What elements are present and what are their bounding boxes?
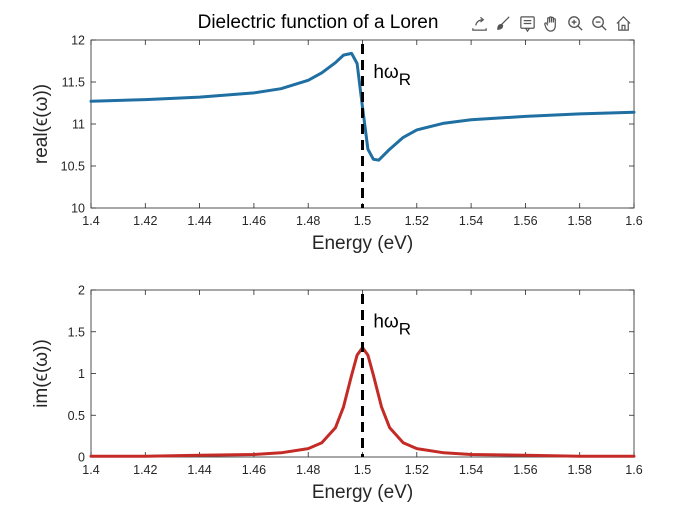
chart-1-xtick-label: 1.54 [459,214,483,228]
chart-2-ytick-label: 1 [78,367,85,381]
chart-1-xtick-label: 1.4 [82,214,99,228]
chart-2-xtick-label: 1.42 [133,463,157,477]
chart-2-xtick-label: 1.6 [625,463,642,477]
chart-2-xtick-label: 1.58 [568,463,592,477]
chart-1-xtick-label: 1.58 [568,214,592,228]
chart-1-ytick-label: 10.5 [61,160,85,174]
imag-part-axes: 1.4 1.42 1.44 1.46 1.48 1.5 1.52 1.54 1.56 1.58 1.… [31,284,643,504]
chart-1-xtick-label: 1.46 [242,214,266,228]
chart-1-xtick-label: 1.6 [625,214,642,228]
home-icon[interactable] [612,12,634,34]
chart-1-xtick-label: 1.52 [405,214,429,228]
chart-1-ytick-label: 10 [71,202,85,216]
chart-1-ylabel: real(ϵ(ω)) [31,84,52,164]
chart-2-ylabel: im(ϵ(ω)) [31,339,52,408]
figure-title: Dielectric function of a Loren [198,12,439,33]
chart-2-xtick-label: 1.54 [459,463,483,477]
chart-2-xtick-label: 1.56 [513,463,537,477]
chart-1-xtick-label: 1.56 [513,214,537,228]
chart-2-xlabel: Energy (eV) [312,482,413,503]
real-part-axes: 1.4 1.42 1.44 1.46 1.48 1.5 1.52 1.54 1.56 1.58 1.… [31,34,643,255]
chart-2-xtick-label: 1.4 [82,463,99,477]
chart-2-ytick-label: 2 [78,284,85,298]
chart-1-xtick-label: 1.42 [133,214,157,228]
datatip-icon[interactable] [516,12,538,34]
chart-2-xtick-label: 1.48 [296,463,320,477]
chart-2-ytick-label: 0.5 [68,409,85,423]
zoom-out-icon[interactable] [588,12,610,34]
chart-2-xtick-label: 1.46 [242,463,266,477]
chart-2-xtick-label: 1.44 [187,463,211,477]
chart-2-xtick-label: 1.5 [354,463,371,477]
pan-hand-icon[interactable] [540,12,562,34]
chart-2-ytick-label: 1.5 [68,325,85,339]
brush-icon[interactable] [492,12,514,34]
chart-1-xlabel: Energy (eV) [312,233,413,254]
zoom-in-icon[interactable] [564,12,586,34]
chart-2-xtick-label: 1.52 [405,463,429,477]
chart-1-xtick-label: 1.44 [187,214,211,228]
export-icon[interactable] [468,12,490,34]
chart-1-xtick-label: 1.48 [296,214,320,228]
chart-2-ytick-label: 0 [78,451,85,465]
figure-toolbar [466,10,636,36]
chart-1-xtick-label: 1.5 [354,214,371,228]
chart-1-ytick-label: 12 [71,34,85,48]
chart-1-series-line [89,51,636,162]
chart-1-ytick-label: 11.5 [62,76,85,90]
chart-1-ytick-label: 11 [72,118,85,132]
